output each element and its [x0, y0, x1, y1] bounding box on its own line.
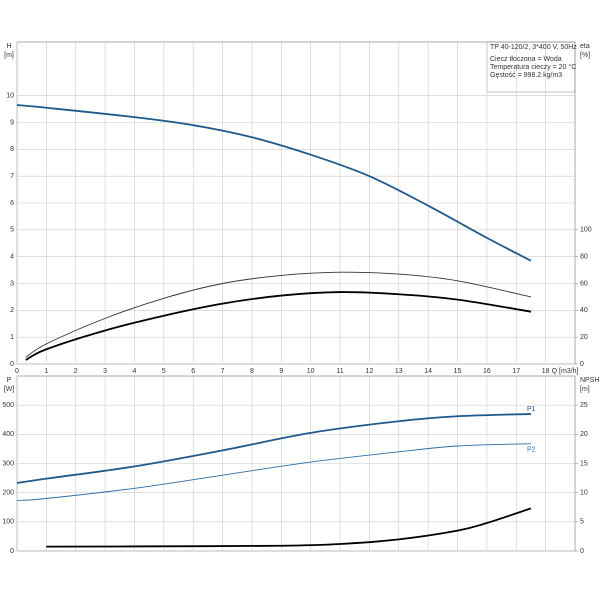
y2-axis-label: eta: [580, 43, 590, 50]
x-axis-label: Q [m3/h]: [552, 368, 579, 375]
curve: [16, 104, 532, 262]
x-tick-label: 8: [250, 368, 254, 375]
x-tick-label: 17: [512, 368, 520, 375]
y-tick-label: 8: [10, 146, 14, 153]
y-tick-label: 2: [10, 307, 14, 314]
info-text: TP 40-120/2, 3*400 V, 50Hz: [490, 44, 577, 51]
y2-tick-label: 40: [580, 307, 588, 314]
x-tick-label: 3: [103, 368, 107, 375]
curve: [16, 443, 531, 501]
curve: [46, 507, 532, 548]
y2-tick-label: 80: [580, 254, 588, 261]
y-tick-label: 500: [2, 402, 14, 409]
info-box: [486, 41, 576, 93]
y-tick-label: 400: [2, 431, 14, 438]
curve: [25, 271, 532, 358]
x-tick-label: 5: [162, 368, 166, 375]
y2-tick-label: 0: [580, 548, 584, 555]
x-tick-label: 16: [483, 368, 491, 375]
y2-axis-label: NPSH: [580, 377, 599, 384]
x-tick-label: 12: [366, 368, 374, 375]
x-tick-label: 14: [424, 368, 432, 375]
y-axis-unit: [W]: [4, 386, 15, 393]
x-tick-label: 18: [542, 368, 550, 375]
x-tick-label: 13: [395, 368, 403, 375]
curve: [16, 413, 531, 484]
x-tick-label: 9: [279, 368, 283, 375]
info-text: Ciecz tłoczona = Woda: [490, 56, 562, 63]
y2-tick-label: 25: [580, 402, 588, 409]
y-tick-label: 6: [10, 200, 14, 207]
y2-tick-label: 10: [580, 490, 588, 497]
y2-tick-label: 0: [580, 361, 584, 368]
y-tick-label: 5: [10, 227, 14, 234]
y-tick-label: 10: [6, 93, 14, 100]
y-axis-unit: [m]: [4, 52, 14, 59]
y2-tick-label: 100: [580, 227, 592, 234]
info-text: Temperatura cieczy = 20 °C: [490, 63, 576, 71]
y-tick-label: 300: [2, 460, 14, 467]
y-tick-label: 1: [10, 334, 14, 341]
y-tick-label: 0: [10, 548, 14, 555]
x-tick-label: 4: [133, 368, 137, 375]
x-tick-label: 6: [191, 368, 195, 375]
x-tick-label: 0: [15, 368, 19, 375]
y2-tick-label: 60: [580, 280, 588, 287]
x-tick-label: 2: [74, 368, 78, 375]
y2-tick-label: 15: [580, 460, 588, 467]
y-tick-label: 3: [10, 280, 14, 287]
y-tick-label: 7: [10, 173, 14, 180]
y-axis-label: P: [7, 377, 12, 384]
y-tick-label: 200: [2, 490, 14, 497]
y2-tick-label: 5: [580, 519, 584, 526]
y2-tick-label: 20: [580, 431, 588, 438]
info-text: Gęstość = 998.2 kg/m3: [490, 72, 562, 79]
curve-label: P2: [527, 447, 536, 454]
y-tick-label: 9: [10, 119, 14, 126]
curve-label: P1: [527, 406, 536, 413]
y-tick-label: 4: [10, 254, 14, 261]
y-tick-label: 0: [10, 361, 14, 368]
x-tick-label: 15: [454, 368, 462, 375]
x-tick-label: 10: [307, 368, 315, 375]
y-axis-label: H: [6, 43, 11, 50]
y2-axis-unit: [%]: [580, 52, 590, 59]
y2-tick-label: 20: [580, 334, 588, 341]
y2-axis-unit: [m]: [580, 386, 590, 393]
x-tick-label: 7: [221, 368, 225, 375]
y-tick-label: 100: [2, 519, 14, 526]
curve: [25, 291, 532, 361]
x-tick-label: 1: [44, 368, 48, 375]
x-tick-label: 11: [336, 368, 343, 375]
